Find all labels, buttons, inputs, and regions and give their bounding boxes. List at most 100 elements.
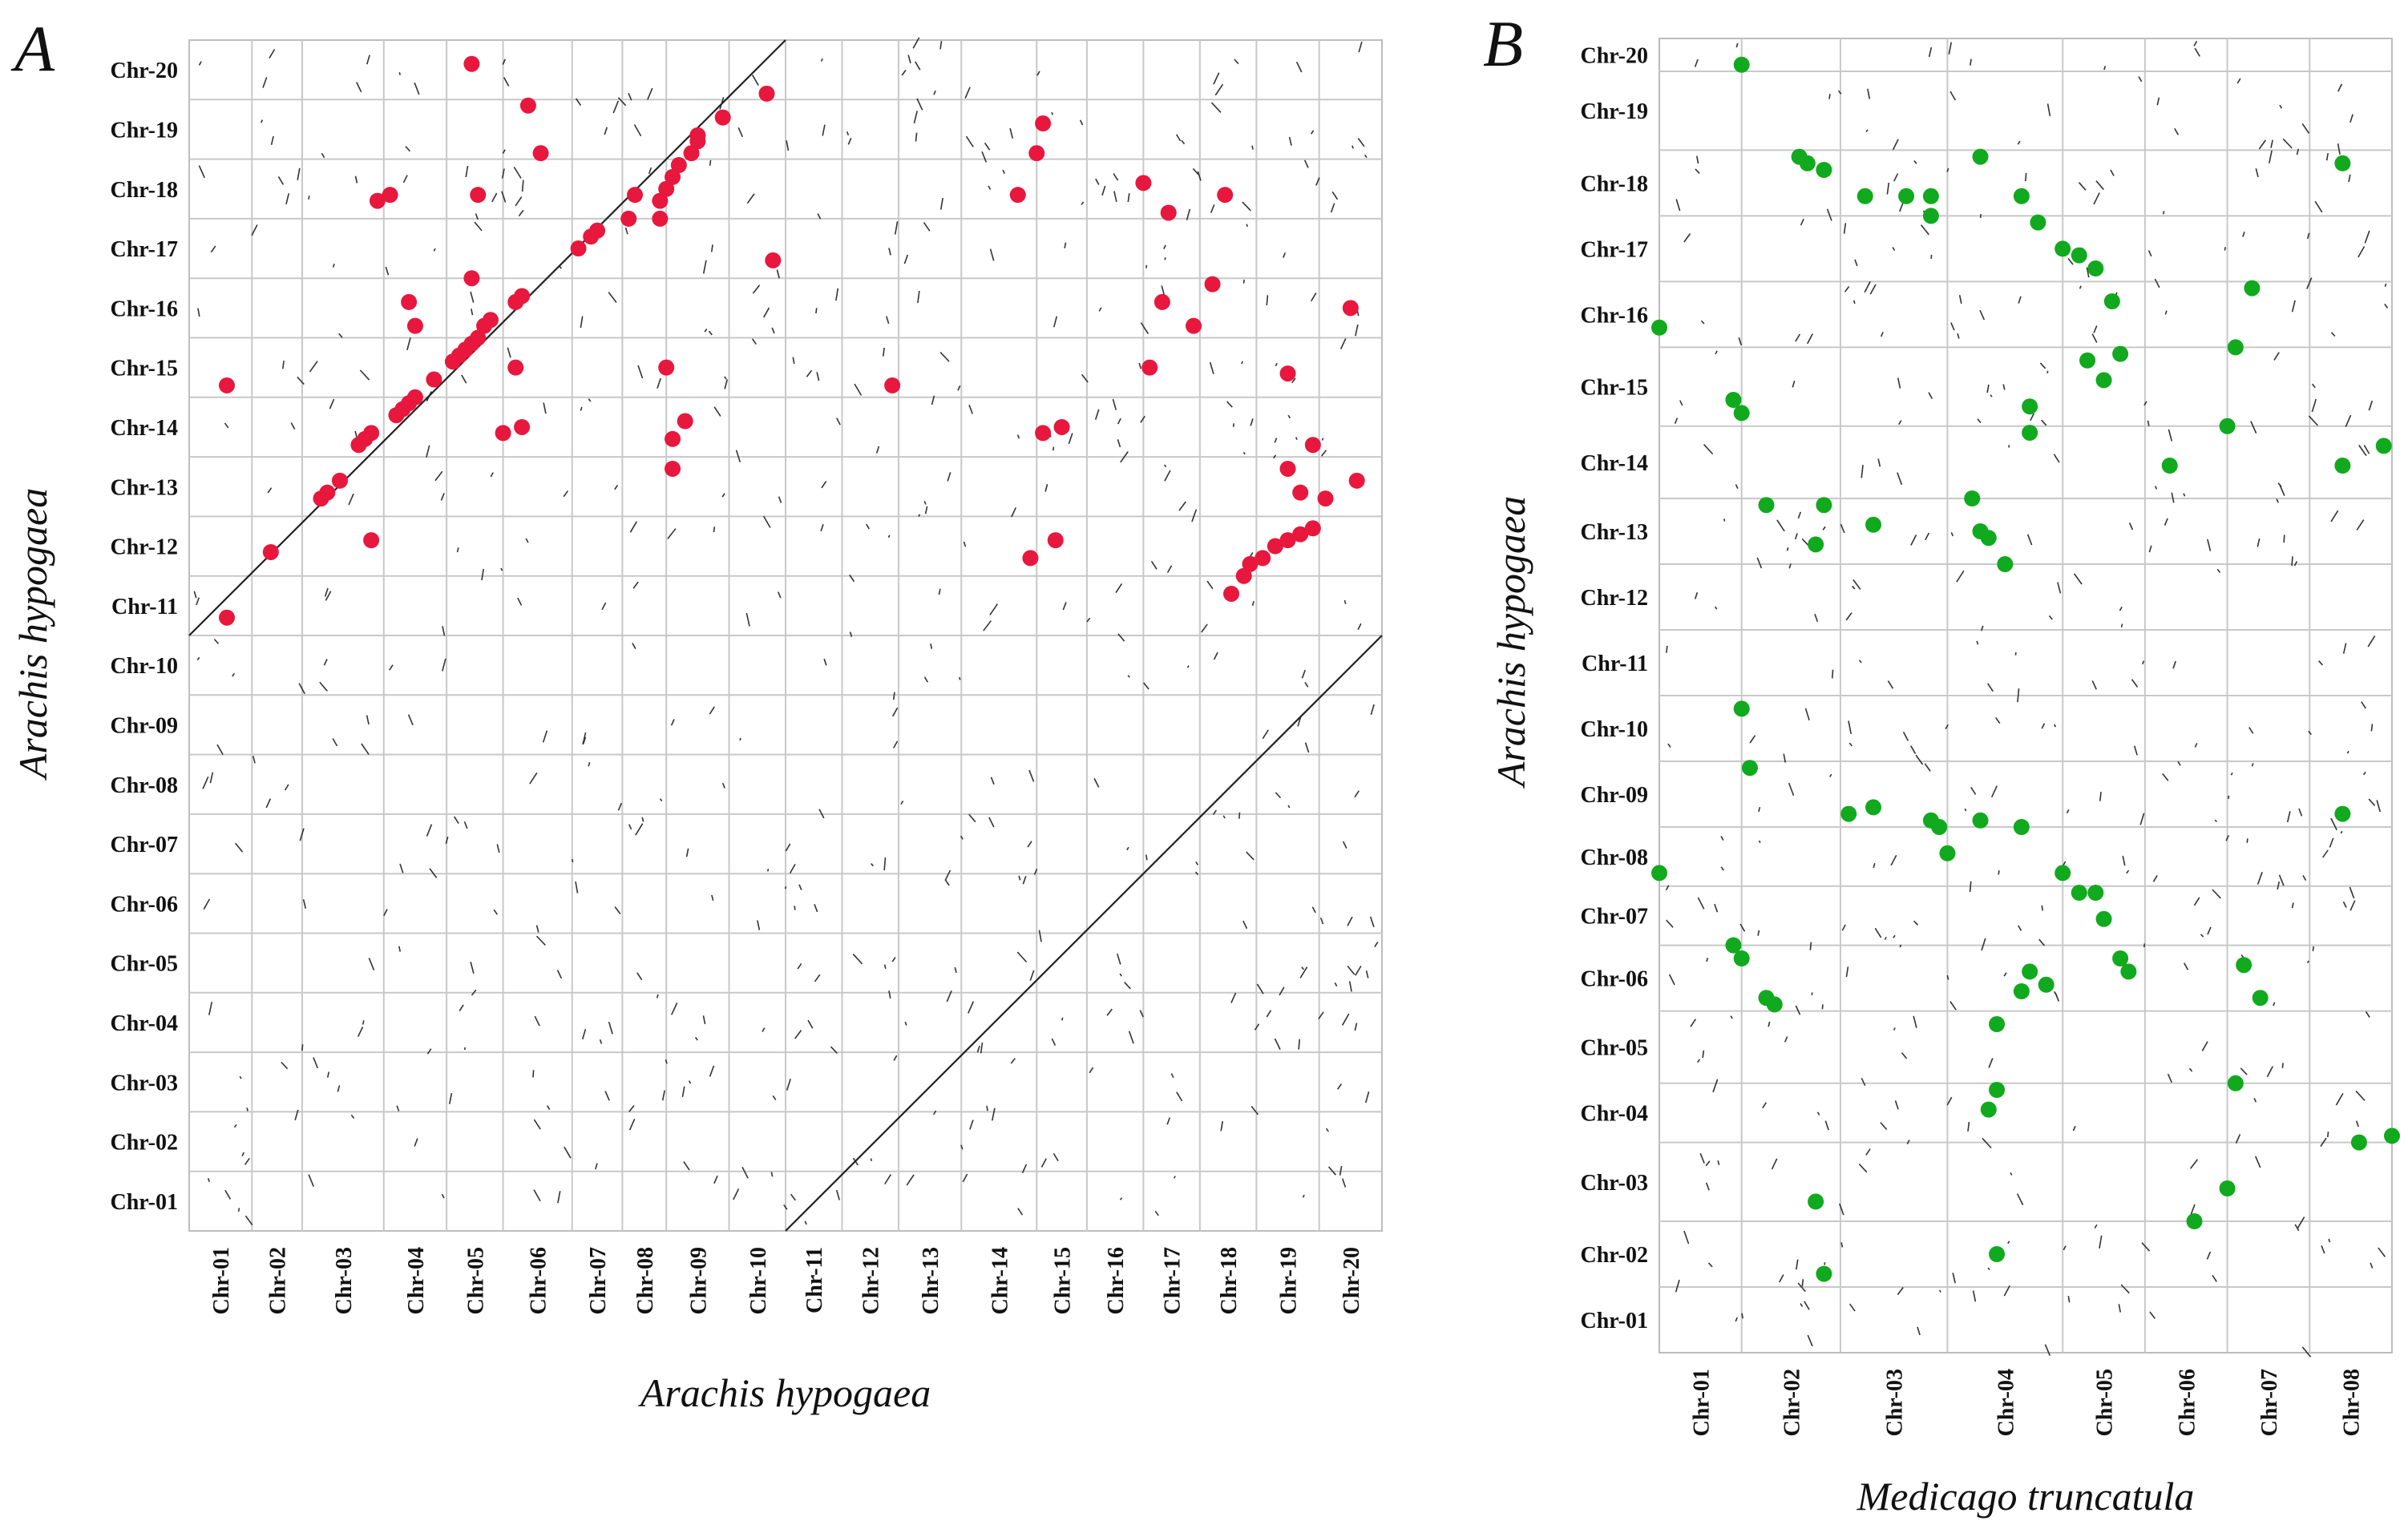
panel-a-background-segment <box>535 935 546 946</box>
panel-a-background-segment <box>1010 1058 1016 1064</box>
panel-a-background-segment <box>1297 717 1302 727</box>
panel-b-point <box>1931 819 1948 835</box>
panel-b-background-segment <box>1848 742 1852 747</box>
panel-b-point <box>2334 458 2351 474</box>
panel-a-background-segment <box>814 903 818 913</box>
panel-a-background-segment <box>1342 841 1347 849</box>
panel-a-background-segment <box>735 450 741 462</box>
panel-b-background-segment <box>1949 91 1956 101</box>
panel-a-background-segment <box>835 1189 840 1200</box>
panel-b-background-segment <box>1694 591 1699 599</box>
panel-a-background-segment <box>797 962 802 970</box>
panel-b-point <box>1733 950 1750 966</box>
panel-a-point <box>1279 532 1296 549</box>
panel-b-point <box>2384 1128 2400 1144</box>
panel-a-background-segment <box>366 54 370 65</box>
panel-a-background-segment <box>1358 41 1363 53</box>
panel-a-background-segment <box>285 193 290 205</box>
panel-b-point <box>1922 188 1939 204</box>
panel-a-background-segment <box>244 1215 253 1226</box>
panel-b-background-segment <box>2378 1247 2386 1257</box>
panel-b-background-segment <box>2118 1304 2122 1313</box>
panel-a-background-segment <box>1112 398 1117 410</box>
panel-a-background-segment <box>407 714 414 726</box>
panel-b-background-segment <box>1841 924 1846 931</box>
panel-a-point <box>589 222 606 239</box>
panel-b-y-tick-label: Chr-20 <box>1580 44 1648 69</box>
panel-a-y-tick-label: Chr-03 <box>110 1071 178 1095</box>
panel-a-background-segment <box>991 1107 996 1121</box>
panel-a-background-segment <box>348 493 354 506</box>
panel-a-background-segment <box>1319 917 1324 925</box>
panel-a-background-segment <box>299 828 305 841</box>
panel-a-point <box>658 180 675 197</box>
panel-a-background-segment <box>1295 437 1298 441</box>
panel-a-background-segment <box>608 1021 613 1035</box>
panel-a-background-segment <box>362 1020 365 1025</box>
panel-a-background-segment <box>1212 809 1217 816</box>
panel-a-background-segment <box>208 1002 213 1015</box>
panel-b-background-segment <box>2337 143 2341 155</box>
panel-a-background-segment <box>198 165 205 179</box>
panel-b-background-segment <box>2079 285 2082 289</box>
panel-b-background-segment <box>1788 782 1795 797</box>
panel-b-background-segment <box>2277 881 2281 890</box>
panel-a-background-segment <box>546 1105 551 1111</box>
panel-b-background-segment <box>1913 159 1917 164</box>
panel-a-background-segment <box>944 879 950 886</box>
panel-a-background-segment <box>614 485 619 490</box>
panel-b-point <box>1980 1101 1997 1118</box>
panel-a-background-segment <box>685 848 689 857</box>
panel-a-background-segment <box>1256 983 1264 994</box>
panel-a-background-segment <box>1051 111 1054 115</box>
panel-a-background-segment <box>281 361 285 369</box>
panel-a-background-segment <box>1119 973 1122 977</box>
panel-a-point <box>1022 550 1039 567</box>
panel-b-point <box>2120 963 2137 980</box>
panel-a-background-segment <box>1117 439 1121 448</box>
panel-a-x-tick-label: Chr-03 <box>332 1247 357 1315</box>
panel-a-background-segment <box>988 185 992 190</box>
panel-b-background-segment <box>2072 1125 2076 1132</box>
panel-b-point <box>1972 523 1989 539</box>
panel-a-point <box>665 460 681 477</box>
panel-b-background-segment <box>1807 333 1813 345</box>
panel-a-background-segment <box>294 1109 299 1121</box>
panel-a-background-segment <box>962 1173 968 1183</box>
panel-a-background-segment <box>1140 415 1145 423</box>
panel-a-background-segment <box>209 772 214 784</box>
panel-b-background-segment <box>2235 1134 2241 1144</box>
panel-a-background-segment <box>960 1144 964 1150</box>
panel-a-background-segment <box>1355 324 1359 337</box>
panel-a-background-segment <box>1086 617 1091 623</box>
panel-a-background-segment <box>1241 361 1244 365</box>
panel-b-point <box>2186 1213 2203 1229</box>
panel-a-background-segment <box>196 597 200 606</box>
panel-b-point <box>2334 805 2351 822</box>
panel-b-point <box>1972 148 1989 165</box>
panel-a-point <box>1242 555 1259 572</box>
panel-b-background-segment <box>2073 573 2083 585</box>
panel-a-x-tick-label: Chr-02 <box>266 1247 291 1315</box>
panel-b-background-segment <box>1741 1313 1744 1319</box>
panel-a-background-segment <box>1288 136 1292 146</box>
panel-b-background-segment <box>1880 1122 1888 1131</box>
panel-a-point <box>1223 585 1240 602</box>
panel-b-background-segment <box>2155 486 2158 490</box>
panel-b-background-segment <box>1967 1121 1970 1132</box>
panel-b-background-segment <box>1675 1279 1680 1293</box>
panel-a-background-segment <box>456 547 459 553</box>
panel-b-dotplot: Chr-20 Chr-19 Chr-18 Chr-17 Chr-16 Chr-15 Chr-… <box>1489 38 2400 1519</box>
panel-a-y-tick-label: Chr-09 <box>110 713 178 738</box>
panel-a-y-tick-label: Chr-08 <box>110 773 178 798</box>
panel-b-y-tick-label: Chr-12 <box>1580 586 1648 611</box>
panel-a-background-segment <box>923 676 929 683</box>
panel-a-background-segment <box>496 844 500 853</box>
panel-a-background-segment <box>1337 1083 1343 1090</box>
panel-b-background-segment <box>1981 938 1986 951</box>
panel-a-x-tick-label: Chr-10 <box>746 1247 771 1315</box>
panel-a-background-segment <box>563 490 569 498</box>
panel-b-background-segment <box>2091 680 2097 690</box>
panel-b-background-segment <box>1950 322 1955 331</box>
